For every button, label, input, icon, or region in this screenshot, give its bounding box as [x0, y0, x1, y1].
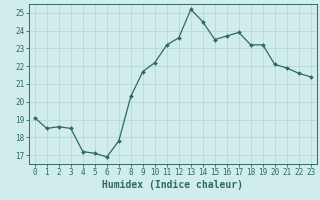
- X-axis label: Humidex (Indice chaleur): Humidex (Indice chaleur): [102, 180, 243, 190]
